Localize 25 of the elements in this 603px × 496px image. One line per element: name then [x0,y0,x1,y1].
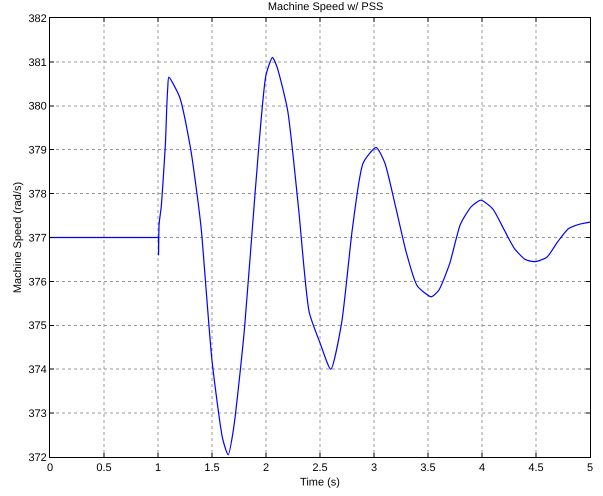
x-tick-label: 4 [478,462,486,474]
y-axis-title: Machine Speed (rad/s) [12,182,24,294]
y-tick-label: 377 [28,232,47,244]
y-tick-label: 376 [28,276,47,288]
x-tick-label: 3 [370,462,378,474]
x-tick-label: 0.5 [96,462,112,474]
y-tick-label: 378 [28,188,47,200]
y-tick-label: 374 [28,364,47,376]
x-axis-title: Time (s) [300,476,340,488]
y-tick-label: 381 [28,56,47,69]
x-tick-label: 1 [154,462,162,474]
chart-title: Machine Speed w/ PSS [268,1,384,14]
y-tick-label: 379 [28,144,47,157]
x-tick-label: 4.5 [528,462,544,474]
y-tick-label: 382 [28,12,47,25]
x-tick-label: 1.5 [204,462,220,474]
y-tick-label: 372 [28,452,47,464]
x-tick-label: 3.5 [420,462,436,474]
y-tick-label: 380 [28,100,47,113]
x-tick-label: 2.5 [312,462,328,474]
x-tick-label: 0 [46,462,54,474]
y-tick-label: 375 [28,320,47,332]
x-tick-label: 2 [262,462,270,474]
y-tick-label: 373 [28,408,47,420]
x-tick-label: 5 [586,462,594,474]
